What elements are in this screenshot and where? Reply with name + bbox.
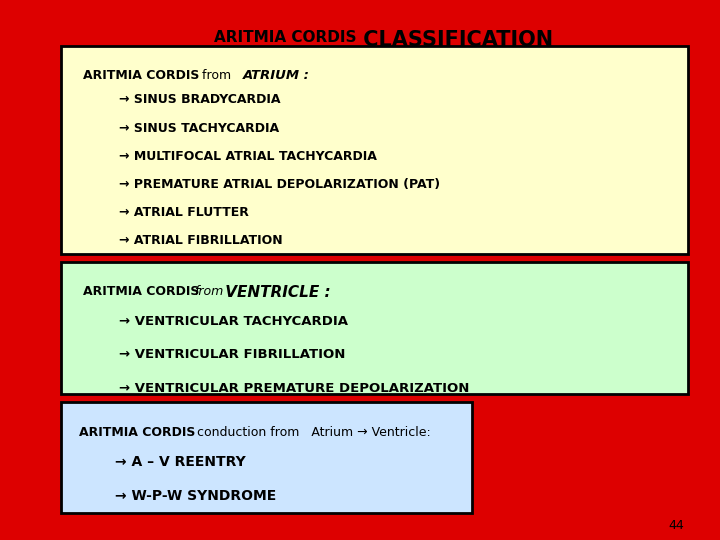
FancyBboxPatch shape bbox=[61, 262, 688, 394]
Text: ARITMIA CORDIS: ARITMIA CORDIS bbox=[79, 426, 196, 438]
Text: ARITMIA CORDIS: ARITMIA CORDIS bbox=[83, 285, 199, 298]
Text: → MULTIFOCAL ATRIAL TACHYCARDIA: → MULTIFOCAL ATRIAL TACHYCARDIA bbox=[119, 150, 377, 163]
Text: → PREMATURE ATRIAL DEPOLARIZATION (PAT): → PREMATURE ATRIAL DEPOLARIZATION (PAT) bbox=[119, 178, 440, 191]
Text: from: from bbox=[194, 285, 224, 298]
Text: → W-P-W SYNDROME: → W-P-W SYNDROME bbox=[115, 489, 276, 503]
Text: 44: 44 bbox=[668, 519, 684, 532]
Text: ATRIUM :: ATRIUM : bbox=[243, 69, 310, 82]
Text: VENTRICLE :: VENTRICLE : bbox=[220, 285, 330, 300]
Text: → ATRIAL FLUTTER: → ATRIAL FLUTTER bbox=[119, 206, 248, 219]
Text: → VENTRICULAR FIBRILLATION: → VENTRICULAR FIBRILLATION bbox=[119, 348, 345, 361]
Text: → A – V REENTRY: → A – V REENTRY bbox=[115, 455, 246, 469]
Text: → ATRIAL FIBRILLATION: → ATRIAL FIBRILLATION bbox=[119, 234, 282, 247]
Text: → SINUS TACHYCARDIA: → SINUS TACHYCARDIA bbox=[119, 122, 279, 134]
FancyBboxPatch shape bbox=[61, 402, 472, 513]
Text: → VENTRICULAR TACHYCARDIA: → VENTRICULAR TACHYCARDIA bbox=[119, 315, 348, 328]
Text: from: from bbox=[194, 69, 240, 82]
Text: → VENTRICULAR PREMATURE DEPOLARIZATION: → VENTRICULAR PREMATURE DEPOLARIZATION bbox=[119, 382, 469, 395]
Text: ARITMIA CORDIS: ARITMIA CORDIS bbox=[214, 30, 356, 45]
Text: → SINUS BRADYCARDIA: → SINUS BRADYCARDIA bbox=[119, 93, 280, 106]
Text: CLASSIFICATION: CLASSIFICATION bbox=[356, 30, 554, 50]
FancyBboxPatch shape bbox=[61, 46, 688, 254]
Text: conduction from   Atrium → Ventricle:: conduction from Atrium → Ventricle: bbox=[189, 426, 431, 438]
Text: ARITMIA CORDIS: ARITMIA CORDIS bbox=[83, 69, 199, 82]
